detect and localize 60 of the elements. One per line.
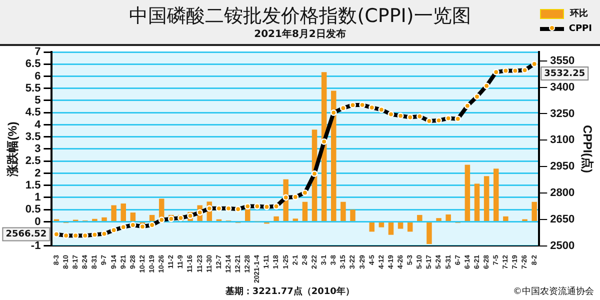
bar: [149, 214, 155, 221]
y-tick-label: 0: [34, 216, 41, 228]
bar: [388, 222, 394, 235]
y-axis-title: 涨跌幅(%): [6, 122, 20, 178]
bar: [102, 217, 107, 221]
data-label: 2566.52: [6, 230, 47, 240]
y-tick-label: 1: [34, 192, 41, 204]
legend-label: CPPI: [568, 24, 592, 34]
legend-label: 环比: [570, 7, 588, 20]
chart-subtitle: 2021年8月2日发布: [254, 29, 346, 40]
y2-tick-label: 3400: [550, 81, 575, 94]
y2-tick-label: 3250: [550, 108, 575, 120]
bar: [274, 216, 279, 221]
y-tick-label: -1: [30, 240, 41, 252]
y2-tick-label: 3100: [550, 134, 575, 146]
bar: [503, 216, 508, 221]
bar: [446, 214, 451, 221]
bar: [493, 168, 499, 221]
y-tick-label: 6: [34, 70, 41, 82]
bar: [484, 176, 490, 221]
y2-tick-label: 2500: [550, 240, 575, 252]
bar: [120, 204, 126, 221]
data-label: 3532.25: [544, 68, 586, 79]
y-tick-label: 0.5: [25, 204, 41, 216]
bar: [398, 222, 404, 229]
y-tick-label: 4.5: [25, 106, 41, 119]
y-tick-label: 5: [34, 94, 41, 107]
y2-tick-label: 2800: [550, 187, 575, 200]
bar: [426, 222, 432, 244]
bar: [474, 184, 480, 221]
y-tick-label: 3: [34, 143, 41, 156]
y-tick-label: 1.5: [25, 179, 41, 192]
bar: [378, 222, 384, 228]
y-tick-label: 2.5: [25, 155, 41, 168]
bar: [369, 222, 374, 232]
bar: [407, 222, 413, 232]
y-tick-label: 3.5: [25, 130, 41, 143]
bar: [436, 218, 442, 221]
text: 基期：3221.77点（2010年）: [225, 285, 354, 298]
bar: [130, 212, 136, 221]
bar: [244, 208, 250, 221]
chart-title: 中国磷酸二铵批发价格指数(CPPI)一览图: [129, 5, 471, 27]
bar: [532, 202, 537, 221]
text: ©中国农资流通协会: [513, 286, 594, 298]
bar: [464, 164, 470, 221]
y2-tick-label: 2650: [550, 214, 575, 226]
y-tick-label: 5.5: [25, 82, 41, 94]
bar: [340, 202, 346, 221]
y-tick-label: 4: [34, 118, 42, 131]
y-tick-label: 6.5: [25, 58, 41, 70]
bar: [302, 202, 308, 221]
y-tick-label: 7: [34, 46, 41, 58]
bar: [331, 90, 336, 221]
bar: [111, 205, 116, 221]
y-tick-label: 2: [34, 167, 41, 180]
bar: [350, 210, 356, 221]
y2-tick-label: 2950: [550, 160, 575, 173]
bar: [417, 214, 422, 221]
y2-axis-title: CPPI(点): [580, 124, 594, 173]
y2-tick-label: 3550: [550, 54, 575, 67]
